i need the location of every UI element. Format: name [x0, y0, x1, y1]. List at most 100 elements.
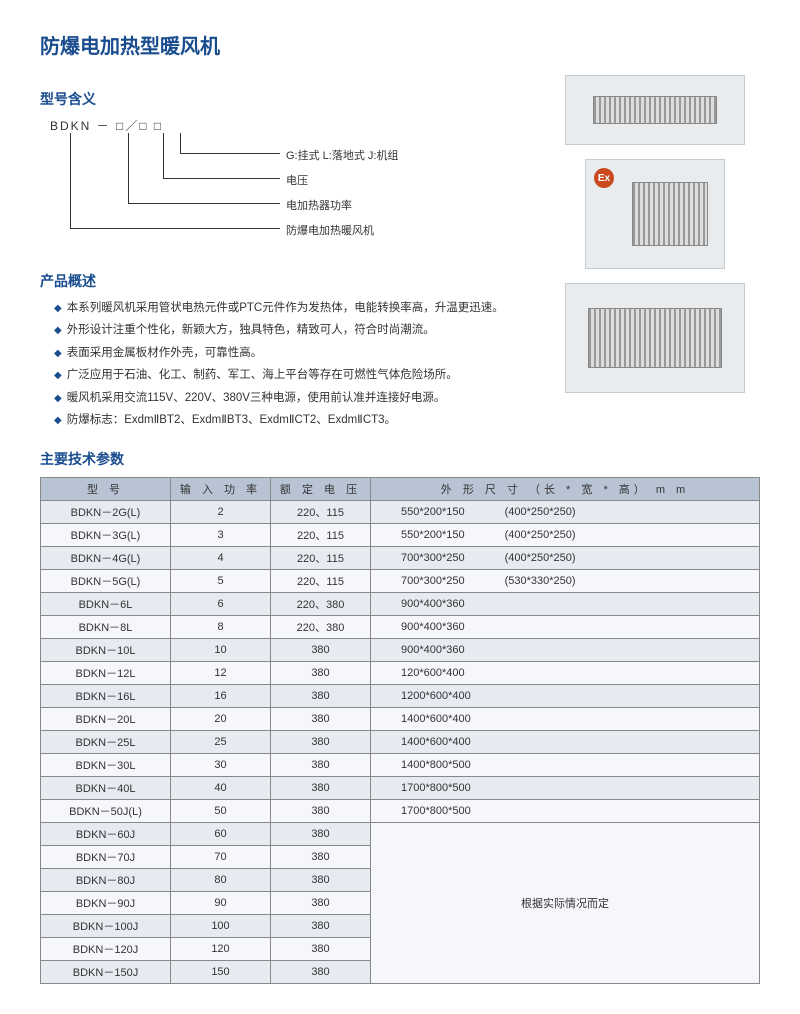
cell-power: 120 — [171, 938, 271, 961]
cell-voltage: 380 — [271, 685, 371, 708]
cell-power: 60 — [171, 823, 271, 846]
cell-model: BDKN－100J — [41, 915, 171, 938]
overview-list: 本系列暖风机采用管状电热元件或PTC元件作为发热体，电能转换率高，升温更迅速。外… — [54, 299, 550, 429]
cell-model: BDKN－80J — [41, 869, 171, 892]
table-row: BDKN－40L403801700*800*500 — [41, 777, 760, 800]
cell-dimensions: 1400*800*500 — [371, 754, 760, 777]
cell-voltage: 380 — [271, 731, 371, 754]
table-row: BDKN－12L12380120*600*400 — [41, 662, 760, 685]
th-power: 输 入 功 率 — [171, 478, 271, 501]
th-voltage: 额 定 电 压 — [271, 478, 371, 501]
cell-voltage: 380 — [271, 846, 371, 869]
cell-model: BDKN－50J(L) — [41, 800, 171, 823]
cell-power: 3 — [171, 524, 271, 547]
cell-power: 150 — [171, 961, 271, 984]
cell-model: BDKN－70J — [41, 846, 171, 869]
cell-model: BDKN－40L — [41, 777, 171, 800]
overview-item: 外形设计注重个性化，新颖大方，独具特色，精致可人，符合时尚潮流。 — [54, 321, 550, 339]
cell-model: BDKN－30L — [41, 754, 171, 777]
model-prefix: BDKN － □／□ □ — [50, 117, 163, 134]
cell-dimensions: 550*200*150(400*250*250) — [371, 501, 760, 524]
model-label-1: 电压 — [286, 172, 308, 188]
cell-voltage: 380 — [271, 754, 371, 777]
cell-power: 50 — [171, 800, 271, 823]
cell-dimensions: 700*300*250(530*330*250) — [371, 570, 760, 593]
cell-power: 70 — [171, 846, 271, 869]
cell-model: BDKN－150J — [41, 961, 171, 984]
model-label-0: G:挂式 L:落地式 J:机组 — [286, 147, 398, 163]
overview-item: 本系列暖风机采用管状电热元件或PTC元件作为发热体，电能转换率高，升温更迅速。 — [54, 299, 550, 317]
table-row: BDKN－8L8220、380900*400*360 — [41, 616, 760, 639]
cell-power: 16 — [171, 685, 271, 708]
table-row: BDKN－3G(L)3220、115550*200*150(400*250*25… — [41, 524, 760, 547]
table-row: BDKN－10L10380900*400*360 — [41, 639, 760, 662]
cell-power: 30 — [171, 754, 271, 777]
page-title: 防爆电加热型暖风机 — [40, 30, 760, 59]
cell-model: BDKN－60J — [41, 823, 171, 846]
cell-voltage: 380 — [271, 823, 371, 846]
table-row: BDKN－20L203801400*600*400 — [41, 708, 760, 731]
cell-voltage: 220、380 — [271, 616, 371, 639]
overview-item: 广泛应用于石油、化工、制药、军工、海上平台等存在可燃性气体危险场所。 — [54, 366, 550, 384]
cell-model: BDKN－16L — [41, 685, 171, 708]
table-header-row: 型 号 输 入 功 率 额 定 电 压 外 形 尺 寸 （长 * 宽 * 高） … — [41, 478, 760, 501]
cell-dimensions: 1700*800*500 — [371, 777, 760, 800]
cell-model: BDKN－12L — [41, 662, 171, 685]
section-model-meaning: 型号含义 — [40, 89, 550, 109]
cell-voltage: 220、115 — [271, 524, 371, 547]
cell-power: 12 — [171, 662, 271, 685]
cell-model: BDKN－90J — [41, 892, 171, 915]
th-model: 型 号 — [41, 478, 171, 501]
product-image-1 — [565, 75, 745, 145]
section-overview: 产品概述 — [40, 271, 550, 291]
cell-model: BDKN－5G(L) — [41, 570, 171, 593]
specs-table: 型 号 输 入 功 率 额 定 电 压 外 形 尺 寸 （长 * 宽 * 高） … — [40, 477, 760, 984]
cell-model: BDKN－2G(L) — [41, 501, 171, 524]
cell-dimensions: 550*200*150(400*250*250) — [371, 524, 760, 547]
cell-voltage: 380 — [271, 892, 371, 915]
product-image-3 — [565, 283, 745, 393]
section-specs: 主要技术参数 — [40, 449, 760, 469]
table-row: BDKN－2G(L)2220、115550*200*150(400*250*25… — [41, 501, 760, 524]
cell-voltage: 380 — [271, 639, 371, 662]
cell-dimensions-note: 根据实际情况而定 — [371, 823, 760, 984]
cell-voltage: 380 — [271, 915, 371, 938]
cell-power: 8 — [171, 616, 271, 639]
cell-voltage: 380 — [271, 800, 371, 823]
cell-model: BDKN－8L — [41, 616, 171, 639]
cell-voltage: 380 — [271, 662, 371, 685]
model-diagram: BDKN － □／□ □ G:挂式 L:落地式 J:机组 电压 电加热器功率 防… — [50, 117, 550, 257]
cell-dimensions: 1200*600*400 — [371, 685, 760, 708]
overview-item: 防爆标志：ExdmⅡBT2、ExdmⅡBT3、ExdmⅡCT2、ExdmⅡCT3… — [54, 411, 550, 429]
cell-voltage: 220、115 — [271, 570, 371, 593]
cell-power: 10 — [171, 639, 271, 662]
cell-dimensions: 1700*800*500 — [371, 800, 760, 823]
cell-model: BDKN－3G(L) — [41, 524, 171, 547]
cell-dimensions: 900*400*360 — [371, 639, 760, 662]
product-image-2: Ex — [585, 159, 725, 269]
cell-voltage: 220、115 — [271, 501, 371, 524]
cell-power: 2 — [171, 501, 271, 524]
ex-badge: Ex — [594, 168, 614, 188]
table-row: BDKN－4G(L)4220、115700*300*250(400*250*25… — [41, 547, 760, 570]
cell-power: 5 — [171, 570, 271, 593]
cell-power: 4 — [171, 547, 271, 570]
cell-power: 20 — [171, 708, 271, 731]
cell-model: BDKN－120J — [41, 938, 171, 961]
cell-model: BDKN－20L — [41, 708, 171, 731]
table-row: BDKN－25L253801400*600*400 — [41, 731, 760, 754]
cell-model: BDKN－4G(L) — [41, 547, 171, 570]
product-images: Ex — [550, 75, 760, 435]
table-row: BDKN－16L163801200*600*400 — [41, 685, 760, 708]
model-label-3: 防爆电加热暖风机 — [286, 222, 374, 238]
table-row: BDKN－30L303801400*800*500 — [41, 754, 760, 777]
cell-power: 40 — [171, 777, 271, 800]
cell-voltage: 380 — [271, 938, 371, 961]
cell-voltage: 380 — [271, 961, 371, 984]
cell-voltage: 380 — [271, 708, 371, 731]
cell-model: BDKN－25L — [41, 731, 171, 754]
model-label-2: 电加热器功率 — [286, 197, 352, 213]
table-row: BDKN－6L6220、380900*400*360 — [41, 593, 760, 616]
table-row: BDKN－50J(L)503801700*800*500 — [41, 800, 760, 823]
cell-model: BDKN－10L — [41, 639, 171, 662]
